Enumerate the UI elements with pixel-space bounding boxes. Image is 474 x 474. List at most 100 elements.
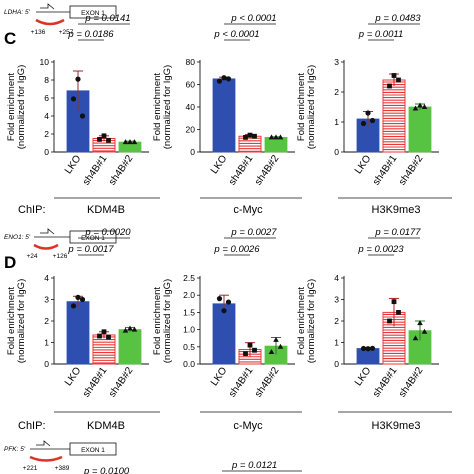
y-tick-label: 2: [44, 316, 49, 326]
data-point-triangle: [122, 139, 129, 145]
data-point-triangle: [417, 320, 423, 326]
pvalue-label: p = 0.0020: [84, 227, 131, 238]
panel-e-gene-schematic: PFK: 5' EXON 1 +221 +389: [4, 440, 117, 472]
y-tick-label: 2: [44, 129, 49, 139]
x-tick-label: sh4B#2: [107, 365, 136, 399]
panel-e-pvalue-left: p = 0.0100: [83, 466, 130, 474]
data-point-triangle: [131, 326, 138, 332]
y-tick-label: 80: [186, 57, 196, 67]
data-point-circle: [221, 308, 227, 314]
x-tick-label: sh4B#1: [81, 365, 110, 399]
data-point-circle: [70, 96, 77, 102]
x-tick-label: LKO: [63, 365, 84, 388]
data-point-square: [106, 334, 111, 340]
y-tick-label: 3: [334, 295, 339, 305]
chart-d-cmyc: Fold enrichment (normalized for IgG) 0.0 0.…: [152, 227, 295, 400]
y-tick-label: 8: [44, 75, 49, 85]
y-tick-label: 0: [190, 147, 195, 157]
panel-d-pos-right: +126: [53, 253, 68, 260]
data-point-square: [97, 137, 102, 142]
data-point-circle: [221, 75, 227, 81]
data-point-square: [252, 133, 257, 139]
y-axis-label-line2: (normalized for IgG): [16, 65, 27, 149]
x-tick-label: sh4B#1: [227, 365, 256, 399]
data-point-triangle: [268, 134, 275, 140]
panel-d-antibody-cmyc: c-Myc: [233, 420, 263, 432]
y-tick-label: 1: [334, 117, 339, 127]
panel-c-antibody-cmyc: c-Myc: [233, 204, 263, 216]
data-point-circle: [216, 78, 223, 84]
data-point-square: [396, 310, 401, 315]
panel-e-exon-label: EXON 1: [81, 447, 105, 454]
y-tick-label: 4: [44, 111, 49, 121]
y-axis-label-line2: (normalized for IgG): [162, 65, 173, 149]
data-point-circle: [360, 345, 367, 352]
data-point-triangle: [412, 335, 419, 341]
panel-c-antibody-kdm4b: KDM4B: [87, 204, 125, 216]
y-tick-label: 40: [186, 102, 196, 112]
y-tick-label: 2: [334, 87, 339, 97]
panel-d-chip-label: ChIP:: [18, 420, 46, 432]
y-tick-label: 2: [334, 316, 339, 326]
y-tick-label: 6: [44, 93, 49, 103]
y-tick-label: 3: [334, 57, 339, 67]
data-point-square: [391, 299, 397, 305]
x-tick-label: sh4B#2: [107, 153, 136, 187]
data-point-circle: [360, 120, 367, 127]
pvalue-label: p = 0.0011: [358, 29, 403, 40]
y-tick-label: 0.5: [183, 342, 195, 352]
pvalue-label: p = 0.0141: [84, 13, 130, 24]
panel-d-gene-label: ENO1: 5': [4, 234, 31, 241]
x-tick-label: sh4B#1: [227, 153, 256, 187]
data-point-circle: [369, 345, 376, 351]
data-point-circle: [365, 110, 371, 116]
panel-d-antibody-kdm4b: KDM4B: [87, 420, 125, 432]
panel-e-exon-box: [69, 442, 117, 456]
data-point-triangle: [277, 134, 284, 140]
y-tick-label: 0: [44, 147, 49, 157]
panel-d-amplicon: [33, 243, 59, 250]
x-tick-label: LKO: [353, 153, 374, 176]
data-point-triangle: [412, 105, 419, 111]
panel-d-exon-label: EXON 1: [81, 235, 105, 242]
y-tick-label: 1.0: [183, 325, 195, 335]
y-tick-label: 1.5: [183, 307, 195, 317]
bar-sh4b-2: [408, 106, 432, 153]
chart-c-kdm4b: Fold enrichment (normalized for IgG) 0 2 4 6 8…: [6, 13, 149, 188]
x-tick-label: sh4B#1: [81, 153, 110, 187]
pvalue-label: p = 0.0027: [230, 227, 277, 238]
y-axis-label-line2: (normalized for IgG): [162, 279, 173, 363]
x-tick-label: LKO: [209, 365, 230, 388]
x-tick-label: LKO: [209, 153, 230, 176]
data-point-triangle: [417, 102, 423, 108]
chart-c-cmyc: Fold enrichment (normalized for IgG) 0 20 40…: [152, 13, 295, 188]
panel-e-pos-left: +221: [23, 465, 38, 472]
bar-sh4b-2: [118, 329, 142, 365]
pvalue-label: p = 0.0017: [67, 244, 114, 255]
panel-c-gene-schematic: LDHA: 5' EXON 1 +136 +257: [4, 3, 117, 36]
y-tick-label: 2.0: [183, 290, 195, 300]
data-point-circle: [75, 76, 81, 82]
data-point-square: [101, 329, 107, 335]
panel-c-chip-label: ChIP:: [18, 204, 46, 216]
data-point-triangle: [273, 134, 279, 140]
y-axis-label-line1: Fold enrichment: [152, 73, 163, 141]
data-point-square: [387, 83, 392, 89]
panel-e-gene-label: PFK: 5': [4, 446, 26, 453]
data-point-triangle: [277, 343, 284, 349]
pvalue-label: p = 0.0483: [374, 13, 421, 24]
panel-e-pos-right: +389: [55, 465, 70, 472]
data-point-circle: [225, 76, 232, 82]
pvalue-label: p = 0.0177: [374, 227, 421, 238]
y-axis-label-line1: Fold enrichment: [296, 73, 307, 141]
data-point-square: [247, 132, 253, 138]
y-axis-label-line1: Fold enrichment: [6, 73, 17, 141]
data-point-square: [97, 333, 102, 339]
y-tick-label: 4: [44, 273, 49, 283]
panel-d-exon-box: [69, 230, 117, 244]
data-point-circle: [79, 296, 86, 303]
pvalue-label: p < 0.0001: [230, 13, 276, 24]
data-point-circle: [225, 299, 232, 305]
chart-c-h3k9me3: Fold enrichment (normalized for IgG) 0 1 2 3 L…: [296, 13, 439, 188]
panel-e-amplicon: [29, 455, 63, 462]
